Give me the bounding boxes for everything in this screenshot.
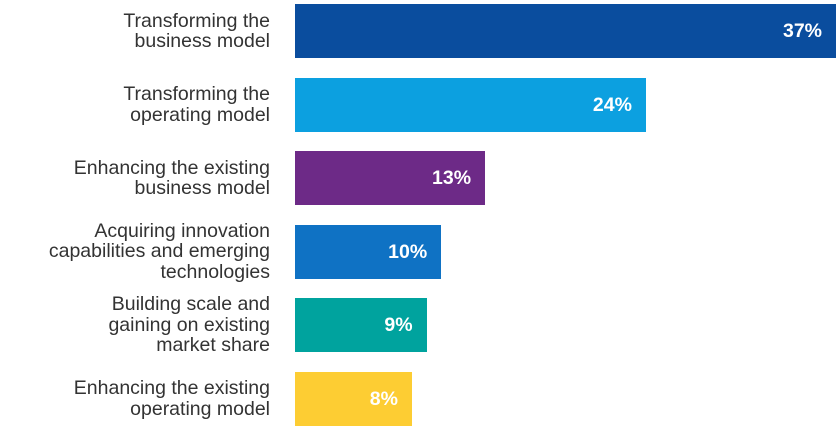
bar (295, 298, 427, 352)
category-label: Acquiring innovation capabilities and eme… (48, 219, 270, 283)
bar-value-label: 8% (369, 387, 398, 410)
bar (295, 371, 412, 426)
category-label: Enhancing the existing business model (73, 156, 270, 199)
bar-value-label: 10% (388, 240, 428, 263)
bar (295, 224, 442, 279)
category-label: Transforming the business model (123, 9, 270, 52)
bar-value-label: 9% (384, 314, 413, 336)
category-label: Building scale and gaining on existing mar… (108, 293, 270, 357)
bar-value-label: 13% (432, 167, 472, 189)
bar (295, 151, 486, 205)
bar (295, 77, 646, 132)
bar (295, 4, 836, 58)
category-label: Enhancing the existing operating model (73, 377, 270, 420)
bar-value-label: 37% (782, 20, 822, 42)
bar-value-label: 24% (592, 93, 632, 116)
category-label: Transforming the operating model (123, 83, 270, 126)
